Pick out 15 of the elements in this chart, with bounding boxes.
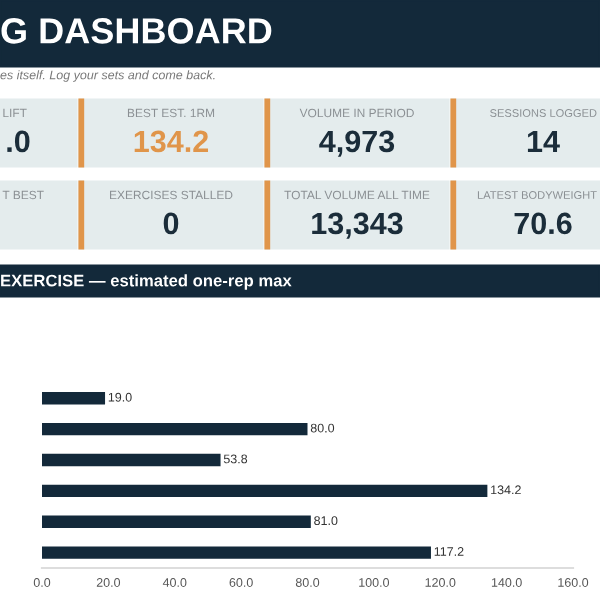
text: 70.6 [514, 212, 572, 235]
text: 13,343 [312, 212, 403, 239]
chart-title: EXERCISE — estimated one-rep max [1, 274, 292, 290]
text: 4,973 [319, 130, 395, 157]
bar [42, 484, 488, 498]
text: 134.2 [134, 130, 209, 153]
bar [42, 453, 221, 467]
text: 14 [527, 130, 560, 152]
text: 0 [163, 212, 179, 235]
text: .0 [7, 130, 30, 153]
bar [42, 392, 106, 405]
bar [42, 546, 431, 559]
bar [42, 515, 311, 528]
text: G DASHBOARD [1, 18, 272, 44]
bar [42, 422, 308, 436]
